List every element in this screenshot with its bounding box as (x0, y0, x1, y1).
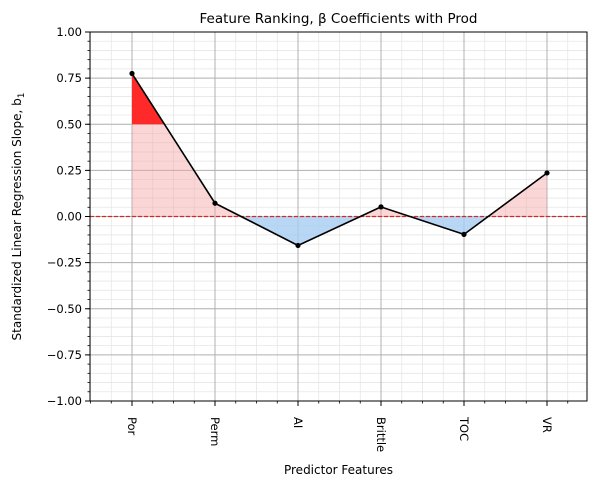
y-tick-label: −0.25 (47, 256, 82, 270)
y-tick-labels: −1.00 −0.75 −0.50 −0.25 0.00 0.25 0.50 0.75 1.00 (47, 25, 82, 408)
y-tick-label: −0.75 (47, 348, 82, 362)
y-axis-label: Standardized Linear Regression Slope, b1 (10, 93, 27, 341)
y-tick-label: −0.50 (47, 302, 82, 316)
x-tick-label-toc: TOC (457, 416, 471, 441)
x-tick-label-perm: Perm (208, 417, 222, 446)
data-point-perm (212, 200, 218, 206)
series-line (131, 73, 548, 247)
x-tick-labels: Por Perm AI Brittle TOC VR (125, 416, 554, 452)
x-tick-label-ai: AI (291, 417, 305, 428)
data-point-ai (295, 242, 301, 249)
y-tick-label: 0.00 (56, 210, 82, 224)
data-point-toc (461, 231, 467, 237)
y-tick-label: 0.75 (56, 71, 82, 85)
y-tick-label: 0.25 (56, 163, 82, 177)
data-point-vr (544, 170, 550, 176)
x-tick-label-vr: VR (540, 417, 554, 433)
y-axis-label-main: Standardized Linear Regression Slope, b (10, 98, 24, 340)
x-tick-label-por: Por (125, 417, 139, 436)
y-axis-label-subscript: 1 (17, 93, 27, 99)
x-axis-label: Predictor Features (284, 463, 393, 477)
coefficient-series (129, 70, 550, 249)
y-tick-label: 0.50 (56, 117, 82, 131)
y-tick-label: −1.00 (47, 394, 82, 408)
data-point-brittle (378, 204, 384, 210)
y-tick-label: 1.00 (56, 25, 82, 39)
axis-ticks (85, 31, 569, 406)
x-tick-label-brittle: Brittle (374, 417, 388, 452)
data-point-por (129, 70, 135, 77)
chart-title: Feature Ranking, β Coefficients with Pro… (199, 11, 477, 27)
